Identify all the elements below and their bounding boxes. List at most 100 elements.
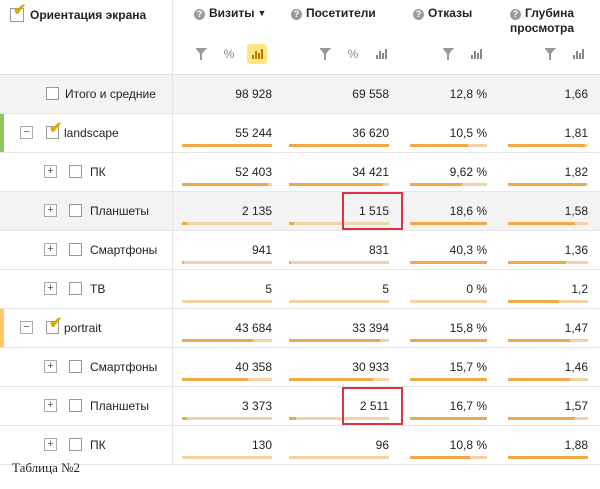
dimension-header[interactable]: ✔ Ориентация экрана: [0, 0, 173, 74]
share-bar-visits: [182, 300, 272, 303]
question-icon[interactable]: ?: [291, 9, 302, 20]
share-bar-visits: [182, 378, 272, 381]
share-bar-fill: [289, 378, 373, 381]
dimension-cell: Итого и средние: [0, 75, 173, 113]
column-tools: [540, 44, 588, 64]
cell-depth: 1,57: [564, 399, 588, 413]
share-bar-fill: [508, 144, 585, 147]
share-bar-fill: [289, 261, 291, 264]
row-checkbox[interactable]: [69, 282, 82, 295]
column-tools: %: [315, 44, 391, 64]
table-row[interactable]: + Смартфоны 40 358 30 933 15,7 % 1,46: [0, 348, 600, 387]
row-checkbox[interactable]: ✔: [46, 316, 62, 334]
dimension-checkbox[interactable]: ✔: [10, 3, 26, 22]
expand-icon[interactable]: +: [44, 399, 57, 412]
row-label: ПК: [90, 438, 106, 452]
dimension-cell: + ТВ: [0, 270, 173, 308]
row-checkbox[interactable]: [69, 360, 82, 373]
table-row[interactable]: + ТВ 5 5 0 % 1,2: [0, 270, 600, 309]
expand-icon[interactable]: +: [44, 282, 57, 295]
share-bar-fill: [289, 222, 294, 225]
share-bar-visitors: [289, 378, 389, 381]
filter-icon[interactable]: [438, 44, 458, 64]
percent-toggle[interactable]: %: [347, 47, 359, 61]
cell-visits: 52 403: [235, 165, 272, 179]
percent-toggle[interactable]: %: [223, 47, 235, 61]
dimension-cell: + Смартфоны: [0, 348, 173, 386]
table-row[interactable]: + Планшеты 3 373 2 511 16,7 % 1,57: [0, 387, 600, 426]
table-row[interactable]: + Планшеты 2 135 1 515 18,6 % 1,58: [0, 192, 600, 231]
column-header-visitors[interactable]: ? Посетители %: [279, 0, 403, 74]
row-checkbox[interactable]: ✔: [46, 121, 62, 139]
column-header-bounce[interactable]: ? Отказы: [403, 0, 498, 74]
row-checkbox[interactable]: [69, 165, 82, 178]
share-bar-depth: [508, 222, 588, 225]
filter-icon[interactable]: [540, 44, 560, 64]
expand-icon[interactable]: +: [44, 204, 57, 217]
cell-visitors: 5: [382, 282, 389, 296]
cell-depth: 1,88: [564, 438, 588, 452]
bar-chart-icon[interactable]: [371, 44, 391, 64]
question-icon[interactable]: ?: [194, 9, 205, 20]
column-header-depth[interactable]: ? Глубина просмотра: [498, 0, 600, 74]
row-label: Планшеты: [90, 204, 149, 218]
row-checkbox[interactable]: [46, 87, 59, 100]
report-table: ✔ Ориентация экрана ? Визиты ▼ % ? Посетите…: [0, 0, 600, 465]
group-row[interactable]: − ✔ landscape 55 244 36 620 10,5 % 1,81: [0, 114, 600, 153]
share-bar-fill: [410, 378, 487, 381]
cell-bounce: 15,7 %: [449, 360, 487, 374]
share-bar-fill: [508, 183, 586, 186]
filter-icon[interactable]: [315, 44, 335, 64]
share-bar-fill: [508, 456, 588, 459]
cell-depth: 1,47: [564, 321, 588, 335]
share-bar-bounce: [410, 222, 487, 225]
cell-bounce: 12,8 %: [449, 87, 487, 101]
share-bar-visitors: [289, 222, 389, 225]
bar-chart-icon[interactable]: [466, 44, 486, 64]
cell-visits: 55 244: [235, 126, 272, 140]
dimension-cell: + Планшеты: [0, 192, 173, 230]
share-bar-visitors: [289, 456, 389, 459]
group-row[interactable]: − ✔ portrait 43 684 33 394 15,8 % 1,47: [0, 309, 600, 348]
share-bar-depth: [508, 378, 588, 381]
share-bar-fill: [289, 339, 380, 342]
table-row[interactable]: + ПК 52 403 34 421 9,62 % 1,82: [0, 153, 600, 192]
row-checkbox[interactable]: [69, 438, 82, 451]
question-icon[interactable]: ?: [510, 9, 521, 20]
row-checkbox[interactable]: [69, 399, 82, 412]
row-checkbox[interactable]: [69, 204, 82, 217]
bar-chart-icon[interactable]: [247, 44, 267, 64]
share-bar-bounce: [410, 456, 487, 459]
expand-icon[interactable]: +: [44, 360, 57, 373]
question-icon[interactable]: ?: [413, 9, 424, 20]
table-row[interactable]: + ПК 130 96 10,8 % 1,88: [0, 426, 600, 465]
column-title: Отказы: [428, 6, 473, 20]
row-label: portrait: [64, 321, 102, 335]
expand-icon[interactable]: +: [44, 243, 57, 256]
share-bar-visits: [182, 144, 272, 147]
share-bar-visitors: [289, 300, 389, 303]
dimension-title: Ориентация экрана: [30, 8, 147, 22]
highlight-box: [342, 387, 403, 425]
total-row[interactable]: Итого и средние 98 928 69 558 12,8 % 1,66: [0, 75, 600, 114]
collapse-icon[interactable]: −: [20, 126, 33, 139]
cell-visits: 5: [265, 282, 272, 296]
share-bar-fill: [508, 339, 571, 342]
column-header-visits[interactable]: ? Визиты ▼ %: [172, 0, 279, 74]
dimension-cell: + ПК: [0, 426, 173, 464]
sort-desc-icon[interactable]: ▼: [257, 8, 267, 18]
cell-visitors: 96: [375, 438, 389, 452]
filter-icon[interactable]: [191, 44, 211, 64]
share-bar-fill: [410, 456, 471, 459]
dimension-cell: + ПК: [0, 153, 173, 191]
share-bar-fill: [508, 378, 571, 381]
cell-bounce: 16,7 %: [449, 399, 487, 413]
expand-icon[interactable]: +: [44, 165, 57, 178]
table-row[interactable]: + Смартфоны 941 831 40,3 % 1,36: [0, 231, 600, 270]
collapse-icon[interactable]: −: [20, 321, 33, 334]
expand-icon[interactable]: +: [44, 438, 57, 451]
bar-chart-icon[interactable]: [568, 44, 588, 64]
checkmark-icon: ✔: [13, 2, 27, 19]
share-bar-fill: [508, 300, 560, 303]
row-checkbox[interactable]: [69, 243, 82, 256]
